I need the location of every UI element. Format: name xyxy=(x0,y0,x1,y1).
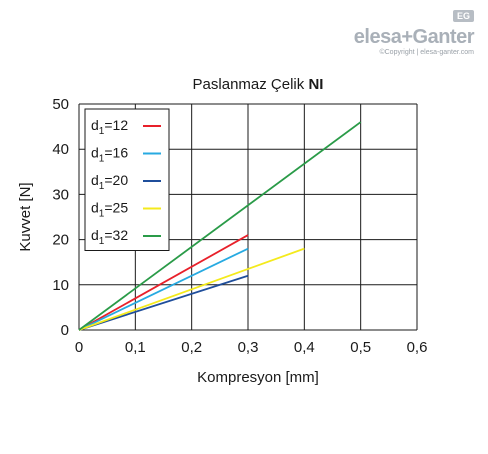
legend-label-subscript: 1 xyxy=(99,181,105,192)
series-line xyxy=(78,247,249,331)
series-line xyxy=(78,274,249,331)
legend-label-rest: =16 xyxy=(104,145,128,161)
x-tick-label: 0 xyxy=(75,339,83,356)
series-line xyxy=(78,234,249,331)
chart-title: Paslanmaz Çelik NI xyxy=(193,76,324,93)
legend-label: d1=16 xyxy=(91,145,128,165)
brand-logo: EG elesa+Ganter ©Copyright | elesa-gante… xyxy=(353,6,475,56)
x-tick-label: 0,6 xyxy=(407,339,428,356)
y-tick-label: 40 xyxy=(52,141,69,158)
copyright-text: ©Copyright | elesa-ganter.com xyxy=(379,49,474,56)
legend-label-main: d xyxy=(91,200,99,216)
chart-title-suffix: NI xyxy=(308,76,323,93)
legend-label-main: d xyxy=(91,172,99,188)
legend-label-main: d xyxy=(91,117,99,133)
x-axis-label: Kompresyon [mm] xyxy=(197,369,319,386)
legend-label-subscript: 1 xyxy=(99,126,105,137)
y-tick-label: 20 xyxy=(52,232,69,249)
y-tick-label: 0 xyxy=(61,322,69,339)
legend-label-subscript: 1 xyxy=(99,209,105,220)
x-tick-label: 0,5 xyxy=(350,339,371,356)
y-tick-label: 10 xyxy=(52,277,69,294)
legend-label-main: d xyxy=(91,145,99,161)
legend-label-rest: =12 xyxy=(104,117,128,133)
x-tick-label: 0,1 xyxy=(125,339,146,356)
legend-label-subscript: 1 xyxy=(99,236,105,247)
legend-label-subscript: 1 xyxy=(99,154,105,165)
y-tick-label: 30 xyxy=(52,186,69,203)
legend-box xyxy=(84,108,170,251)
x-tick-label: 0,2 xyxy=(181,339,202,356)
legend-label: d1=20 xyxy=(91,172,128,192)
brand-badge: EG xyxy=(452,10,474,22)
legend-label-rest: =32 xyxy=(104,227,128,243)
series-line xyxy=(78,121,362,331)
x-tick-label: 0,4 xyxy=(294,339,315,356)
series-line xyxy=(78,247,305,331)
legend-label-rest: =20 xyxy=(104,172,128,188)
legend-label-rest: =25 xyxy=(104,200,128,216)
chart-title-main: Paslanmaz Çelik xyxy=(193,76,309,93)
legend-label: d1=32 xyxy=(91,227,128,247)
y-axis-label: Kuvvet [N] xyxy=(17,182,34,251)
brand-logo-text: elesa+Ganter xyxy=(353,26,475,48)
legend-label: d1=25 xyxy=(91,200,128,220)
legend-label: d1=12 xyxy=(91,117,128,137)
legend-label-main: d xyxy=(91,227,99,243)
x-tick-label: 0,3 xyxy=(238,339,259,356)
y-tick-label: 50 xyxy=(52,96,69,113)
